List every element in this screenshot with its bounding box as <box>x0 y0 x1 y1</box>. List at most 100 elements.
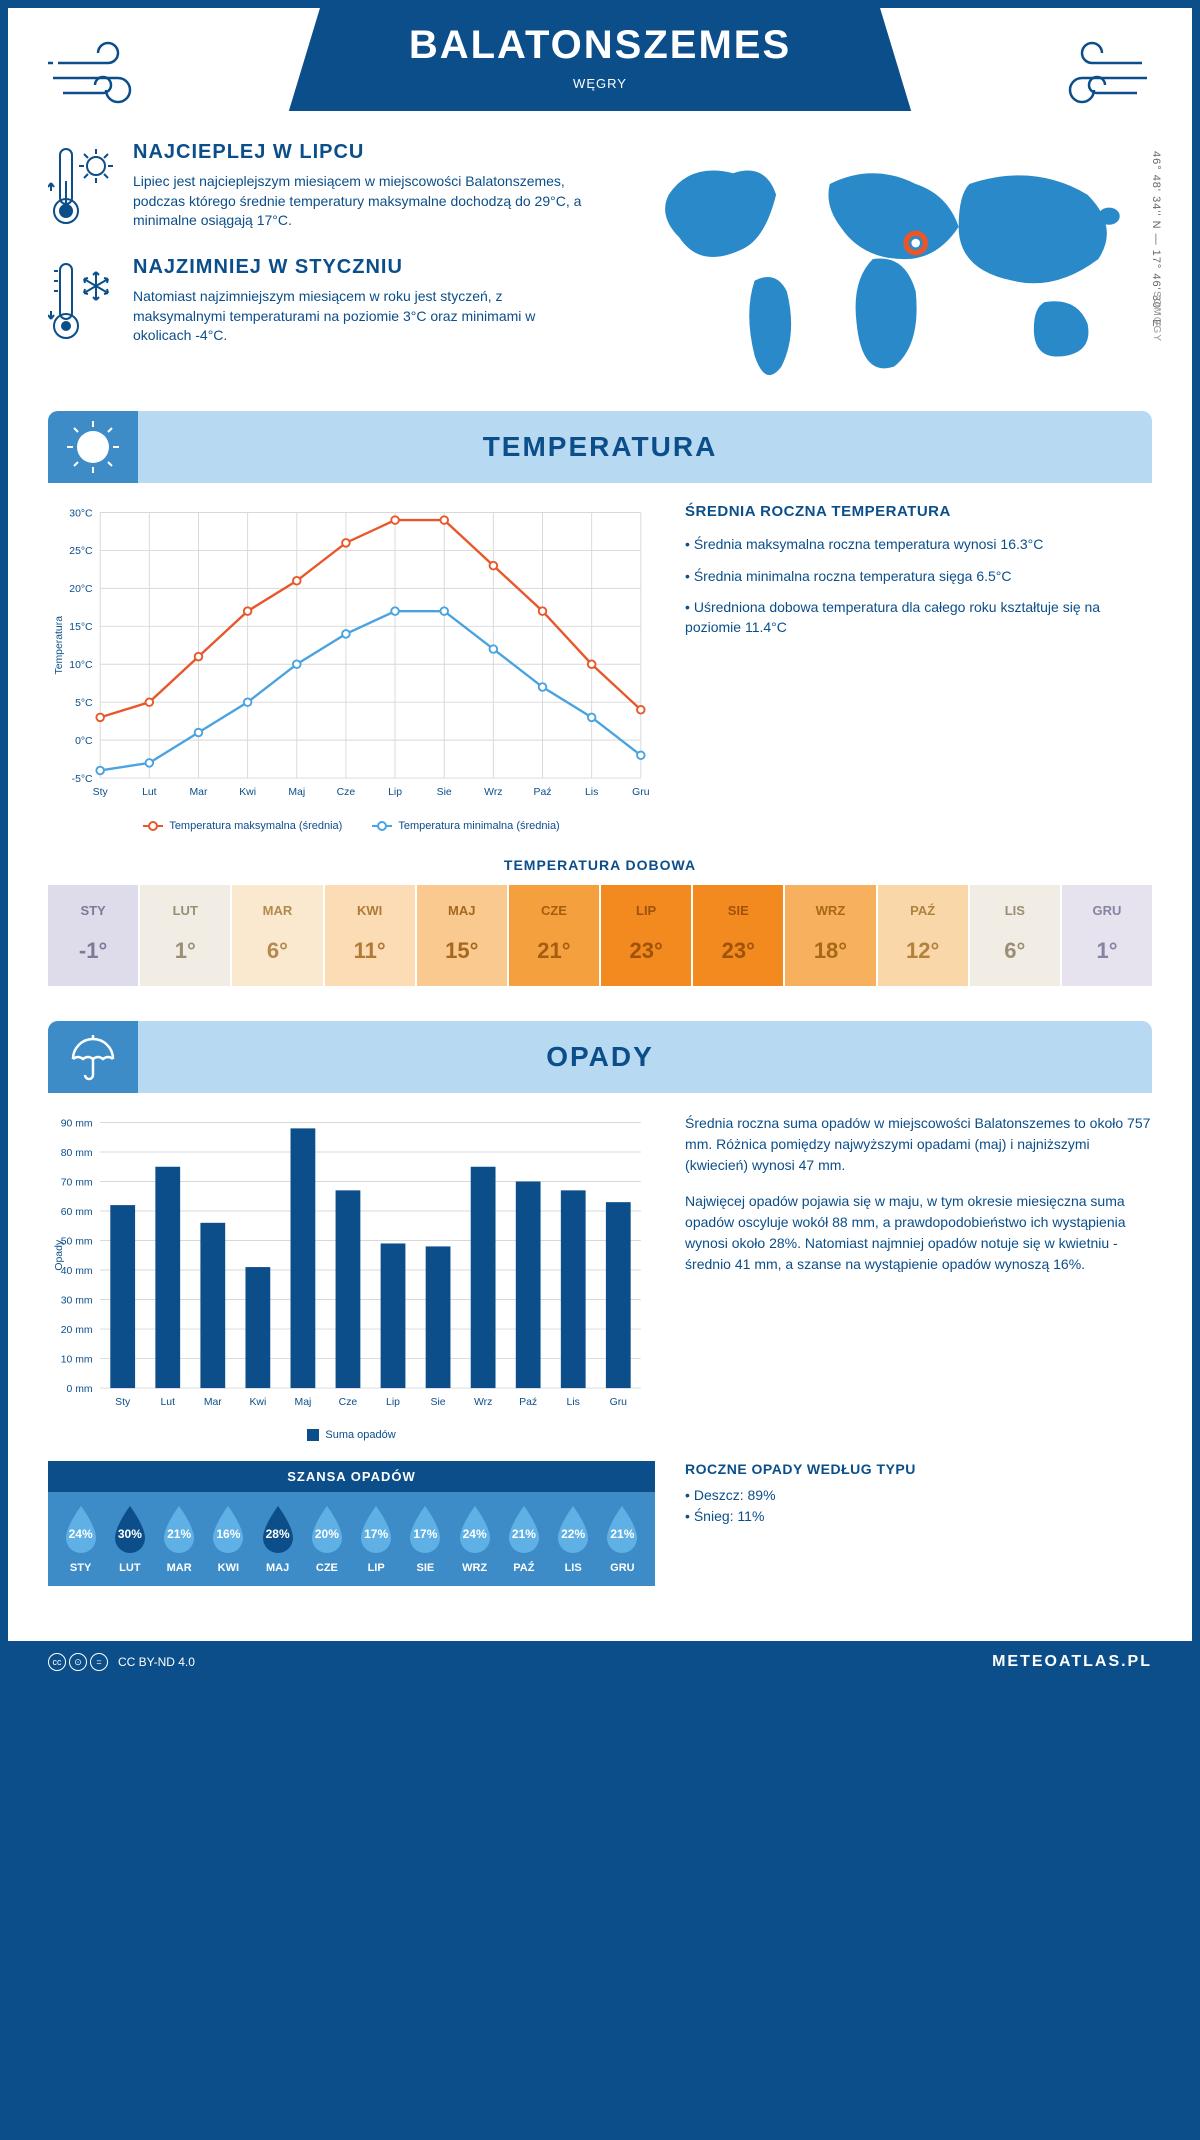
daily-cell: LIS6° <box>970 885 1062 986</box>
svg-text:Wrz: Wrz <box>474 1397 492 1408</box>
cc-icons: cc⊙= <box>48 1653 108 1671</box>
chance-month: PAŹ <box>499 1562 548 1574</box>
svg-text:-5°C: -5°C <box>72 774 93 785</box>
svg-text:Lip: Lip <box>386 1397 400 1408</box>
daily-cell: MAJ15° <box>417 885 509 986</box>
brand-label: METEOATLAS.PL <box>992 1653 1152 1671</box>
footer: cc⊙= CC BY-ND 4.0 METEOATLAS.PL <box>8 1641 1192 1683</box>
svg-text:Maj: Maj <box>288 787 305 798</box>
daily-month: MAJ <box>417 895 507 926</box>
chance-value: 21% <box>167 1527 191 1541</box>
fact-coldest: NAJZIMNIEJ W STYCZNIU Natomiast najzimni… <box>48 256 585 346</box>
svg-text:Lut: Lut <box>142 787 157 798</box>
chance-value: 22% <box>561 1527 585 1541</box>
thermometer-snow-icon <box>48 256 118 346</box>
intro-section: NAJCIEPLEJ W LIPCU Lipiec jest najcieple… <box>48 141 1152 381</box>
fact-cold-text: Natomiast najzimniejszym miesiącem w rok… <box>133 287 585 346</box>
daily-cell: PAŹ12° <box>878 885 970 986</box>
daily-value: -1° <box>48 926 138 976</box>
chance-value: 17% <box>364 1527 388 1541</box>
chance-month: MAR <box>155 1562 204 1574</box>
daily-month: GRU <box>1062 895 1152 926</box>
daily-cell: GRU1° <box>1062 885 1152 986</box>
section-header-precipitation: OPADY <box>48 1021 1152 1093</box>
svg-text:Lis: Lis <box>567 1397 580 1408</box>
chance-title: SZANSA OPADÓW <box>48 1461 655 1492</box>
svg-text:60 mm: 60 mm <box>61 1206 93 1217</box>
header: BALATONSZEMES WĘGRY <box>48 38 1152 111</box>
svg-text:40 mm: 40 mm <box>61 1265 93 1276</box>
chance-value: 30% <box>118 1527 142 1541</box>
chance-cell: 20%CZE <box>302 1504 351 1574</box>
drop-icon: 28% <box>257 1504 299 1556</box>
chance-cell: 28%MAJ <box>253 1504 302 1574</box>
daily-month: SIE <box>693 895 783 926</box>
daily-month: LIS <box>970 895 1060 926</box>
svg-text:Sty: Sty <box>115 1397 131 1408</box>
daily-cell: LIP23° <box>601 885 693 986</box>
wind-icon-left <box>48 38 168 118</box>
precipitation-by-type: ROCZNE OPADY WEDŁUG TYPU • Deszcz: 89%• … <box>685 1461 1152 1611</box>
legend-precip: Suma opadów <box>325 1429 395 1441</box>
chance-cell: 21% GRU <box>598 1504 647 1574</box>
daily-value: 1° <box>1062 926 1152 976</box>
svg-text:25°C: 25°C <box>69 546 93 557</box>
chance-cell: 21% MAR <box>155 1504 204 1574</box>
daily-cell: CZE21° <box>509 885 601 986</box>
drop-icon: 24% <box>60 1504 102 1556</box>
svg-text:Paź: Paź <box>519 1397 537 1408</box>
daily-cell: MAR6° <box>232 885 324 986</box>
temp-bullet: • Uśredniona dobowa temperatura dla całe… <box>685 598 1152 637</box>
svg-text:Maj: Maj <box>295 1397 312 1408</box>
svg-text:Wrz: Wrz <box>484 787 502 798</box>
drop-icon: 30% <box>109 1504 151 1556</box>
chance-cell: 21% PAŹ <box>499 1504 548 1574</box>
chance-cell: 24%WRZ <box>450 1504 499 1574</box>
chance-month: KWI <box>204 1562 253 1574</box>
drop-icon: 21% <box>158 1504 200 1556</box>
daily-value: 11° <box>325 926 415 976</box>
svg-text:Gru: Gru <box>632 787 650 798</box>
fact-warm-text: Lipiec jest najcieplejszym miesiącem w m… <box>133 172 585 231</box>
daily-value: 12° <box>878 926 968 976</box>
svg-text:Cze: Cze <box>337 787 356 798</box>
daily-cell: SIE23° <box>693 885 785 986</box>
thermometer-sun-icon <box>48 141 118 231</box>
svg-text:Paź: Paź <box>534 787 552 798</box>
chance-cell: 24% STY <box>56 1504 105 1574</box>
chance-cell: 16% KWI <box>204 1504 253 1574</box>
svg-text:Opady: Opady <box>54 1239 65 1270</box>
umbrella-icon <box>48 1021 138 1093</box>
daily-month: KWI <box>325 895 415 926</box>
drop-icon: 17% <box>404 1504 446 1556</box>
chance-cell: 22%LIS <box>549 1504 598 1574</box>
daily-month: PAŹ <box>878 895 968 926</box>
svg-text:30°C: 30°C <box>69 508 93 519</box>
drop-icon: 16% <box>207 1504 249 1556</box>
chance-month: LUT <box>105 1562 154 1574</box>
temp-bullet: • Średnia maksymalna roczna temperatura … <box>685 535 1152 555</box>
chance-value: 21% <box>610 1527 634 1541</box>
chance-month: CZE <box>302 1562 351 1574</box>
section-header-temperature: TEMPERATURA <box>48 411 1152 483</box>
chance-month: STY <box>56 1562 105 1574</box>
daily-value: 1° <box>140 926 230 976</box>
chance-month: GRU <box>598 1562 647 1574</box>
svg-text:0 mm: 0 mm <box>67 1383 93 1394</box>
fact-cold-title: NAJZIMNIEJ W STYCZNIU <box>133 256 585 279</box>
daily-value: 6° <box>970 926 1060 976</box>
chance-value: 16% <box>216 1527 240 1541</box>
chance-value: 21% <box>512 1527 536 1541</box>
drop-icon: 21% <box>503 1504 545 1556</box>
svg-text:Kwi: Kwi <box>249 1397 266 1408</box>
svg-text:Mar: Mar <box>189 787 207 798</box>
precipitation-info: Średnia roczna suma opadów w miejscowośc… <box>685 1113 1152 1442</box>
legend-min: Temperatura minimalna (średnia) <box>398 820 559 832</box>
drop-icon: 24% <box>454 1504 496 1556</box>
daily-month: LIP <box>601 895 691 926</box>
chance-cell: 17%SIE <box>401 1504 450 1574</box>
svg-text:10°C: 10°C <box>69 660 93 671</box>
daily-value: 21° <box>509 926 599 976</box>
daily-value: 23° <box>601 926 691 976</box>
daily-value: 6° <box>232 926 322 976</box>
